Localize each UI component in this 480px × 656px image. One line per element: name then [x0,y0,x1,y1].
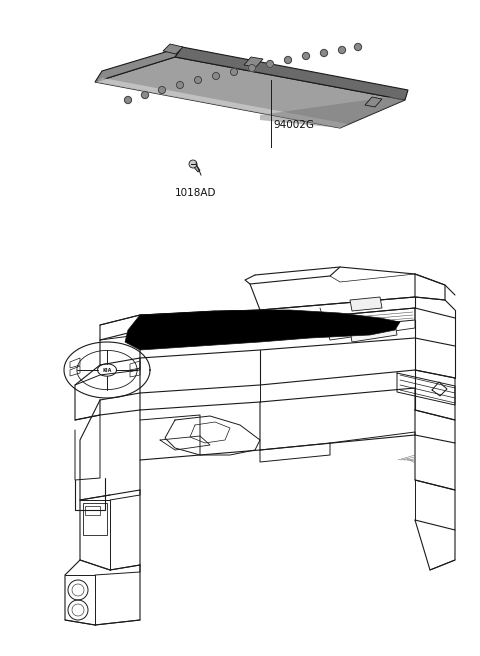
Circle shape [158,87,166,94]
Circle shape [285,56,291,64]
Polygon shape [95,78,348,128]
Circle shape [321,49,327,56]
Polygon shape [260,96,405,128]
Circle shape [302,52,310,60]
Circle shape [249,64,255,72]
Polygon shape [244,57,263,67]
Circle shape [338,47,346,54]
Polygon shape [163,44,183,54]
Text: 94002G: 94002G [273,120,314,130]
Circle shape [194,77,202,83]
Circle shape [177,81,183,89]
Circle shape [142,91,148,98]
Text: KIA: KIA [102,367,112,373]
Polygon shape [350,297,382,311]
Polygon shape [192,163,200,172]
Polygon shape [125,310,400,350]
Polygon shape [365,97,382,107]
Circle shape [355,43,361,51]
Circle shape [213,73,219,79]
Text: 1018AD: 1018AD [175,188,217,198]
Polygon shape [350,323,397,342]
Circle shape [230,68,238,75]
Polygon shape [95,47,182,82]
Polygon shape [95,57,405,128]
Polygon shape [175,47,408,100]
Circle shape [124,96,132,104]
Circle shape [266,60,274,68]
Circle shape [189,160,197,168]
